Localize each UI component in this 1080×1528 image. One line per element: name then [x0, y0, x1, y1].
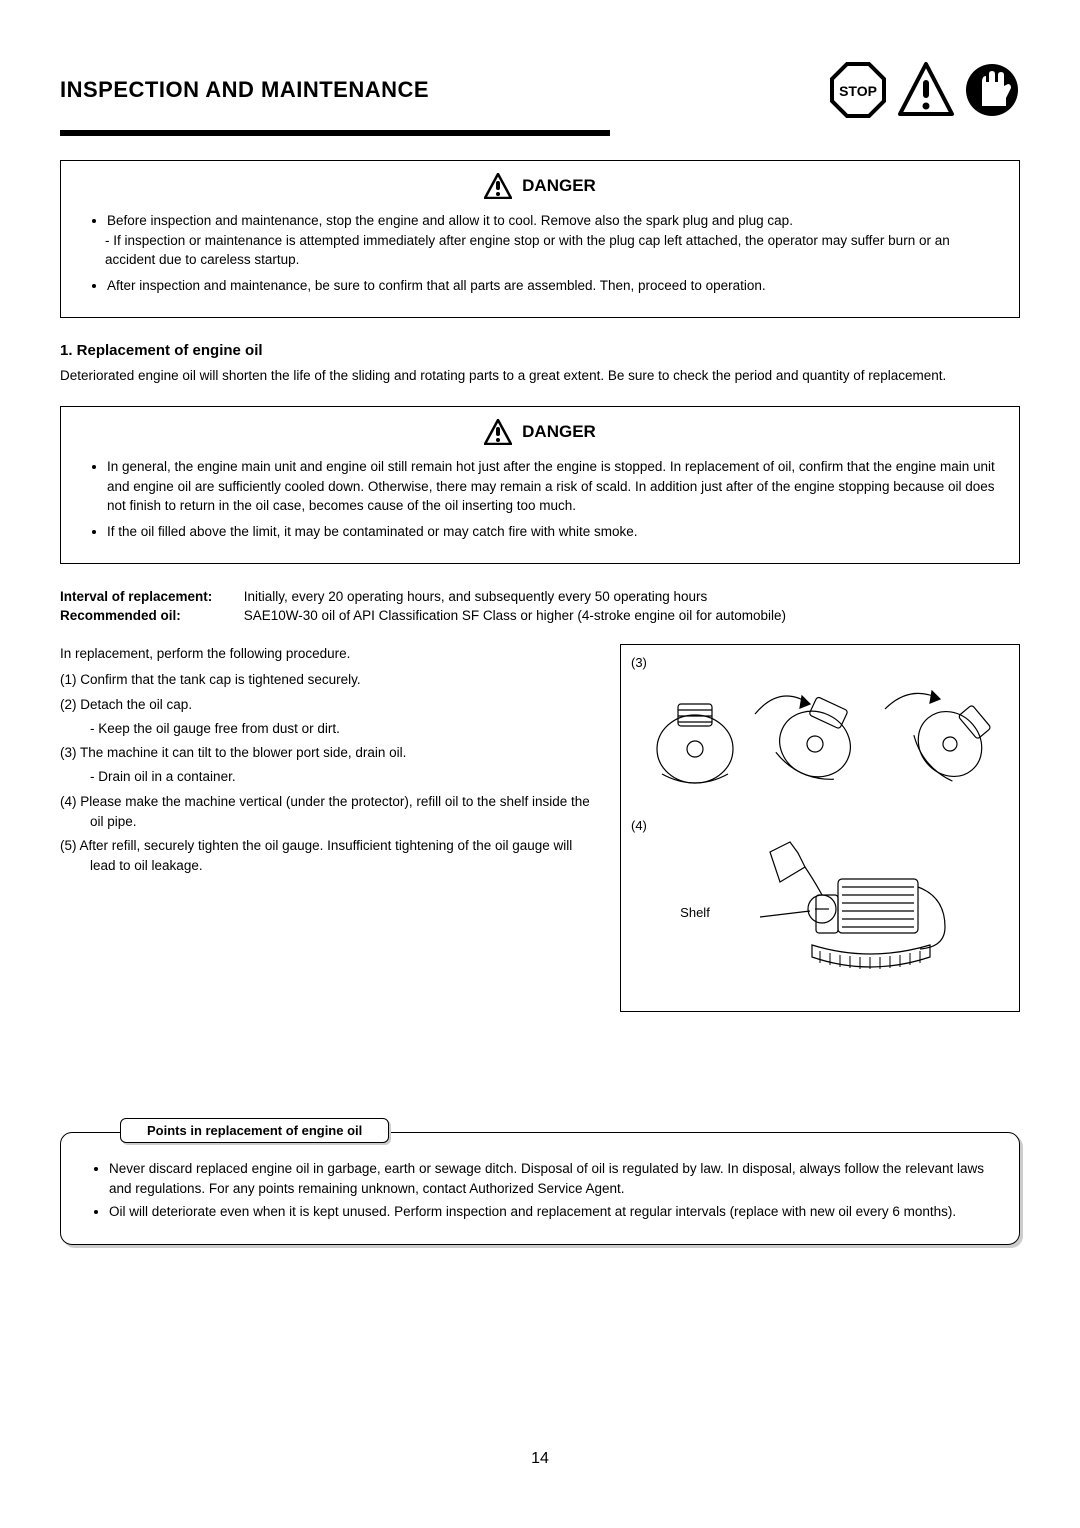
step-5: (5) After refill, securely tighten the o… [60, 836, 600, 877]
recoil-key: Recommended oil: [60, 607, 240, 626]
points-title: Points in replacement of engine oil [120, 1118, 389, 1143]
figure-3-drawing [640, 674, 1000, 804]
interval-value: Initially, every 20 operating hours, and… [244, 589, 708, 604]
procedure-column: In replacement, perform the following pr… [60, 644, 600, 1012]
step-2a: - Keep the oil gauge free from dust or d… [60, 719, 600, 739]
section-intro: Deteriorated engine oil will shorten the… [60, 367, 1020, 386]
recoil-value: SAE10W-30 oil of API Classification SF C… [244, 608, 786, 623]
step-2: (2) Detach the oil cap. [60, 695, 600, 715]
step-1: (1) Confirm that the tank cap is tighten… [60, 670, 600, 690]
step-4: (4) Please make the machine vertical (un… [60, 792, 600, 833]
procedure-lead: In replacement, perform the following pr… [60, 644, 600, 664]
danger-label: DANGER [522, 422, 596, 442]
danger1-item-sub: - If inspection or maintenance is attemp… [105, 231, 1001, 270]
page-number: 14 [0, 1450, 1080, 1468]
gloves-icon [964, 62, 1020, 118]
heading-rule [60, 130, 610, 136]
page-heading: INSPECTION AND MAINTENANCE [60, 77, 429, 103]
interval-key: Interval of replacement: [60, 588, 240, 607]
danger-box-2: DANGER In general, the engine main unit … [60, 406, 1020, 564]
svg-text:STOP: STOP [839, 83, 877, 99]
points-item: Never discard replaced engine oil in gar… [109, 1159, 997, 1198]
figure-3-label: (3) [631, 655, 1009, 670]
recoil-row: Recommended oil: SAE10W-30 oil of API Cl… [60, 607, 1020, 626]
danger1-item-text: Before inspection and maintenance, stop … [107, 213, 793, 228]
points-box: Points in replacement of engine oil Neve… [60, 1132, 1020, 1245]
figure-panel: (3) [620, 644, 1020, 1012]
danger-triangle-icon [484, 419, 512, 445]
danger1-item: After inspection and maintenance, be sur… [107, 276, 1001, 296]
points-item: Oil will deteriorate even when it is kep… [109, 1202, 997, 1222]
shelf-label: Shelf [680, 905, 710, 920]
section-title: 1. Replacement of engine oil [60, 342, 1020, 359]
danger2-item: In general, the engine main unit and eng… [107, 457, 1001, 516]
warning-icon [896, 60, 956, 120]
danger1-item: Before inspection and maintenance, stop … [107, 211, 1001, 270]
figure-4-label: (4) [631, 818, 1009, 833]
danger-box-1: DANGER Before inspection and maintenance… [60, 160, 1020, 318]
header-icons: STOP [828, 60, 1020, 120]
danger-triangle-icon [484, 173, 512, 199]
danger-label: DANGER [522, 176, 596, 196]
interval-row: Interval of replacement: Initially, ever… [60, 588, 1020, 607]
stop-icon: STOP [828, 60, 888, 120]
figure-4-drawing [720, 837, 960, 987]
danger2-item: If the oil filled above the limit, it ma… [107, 522, 1001, 542]
step-3: (3) The machine it can tilt to the blowe… [60, 743, 600, 763]
step-3a: - Drain oil in a container. [60, 767, 600, 787]
